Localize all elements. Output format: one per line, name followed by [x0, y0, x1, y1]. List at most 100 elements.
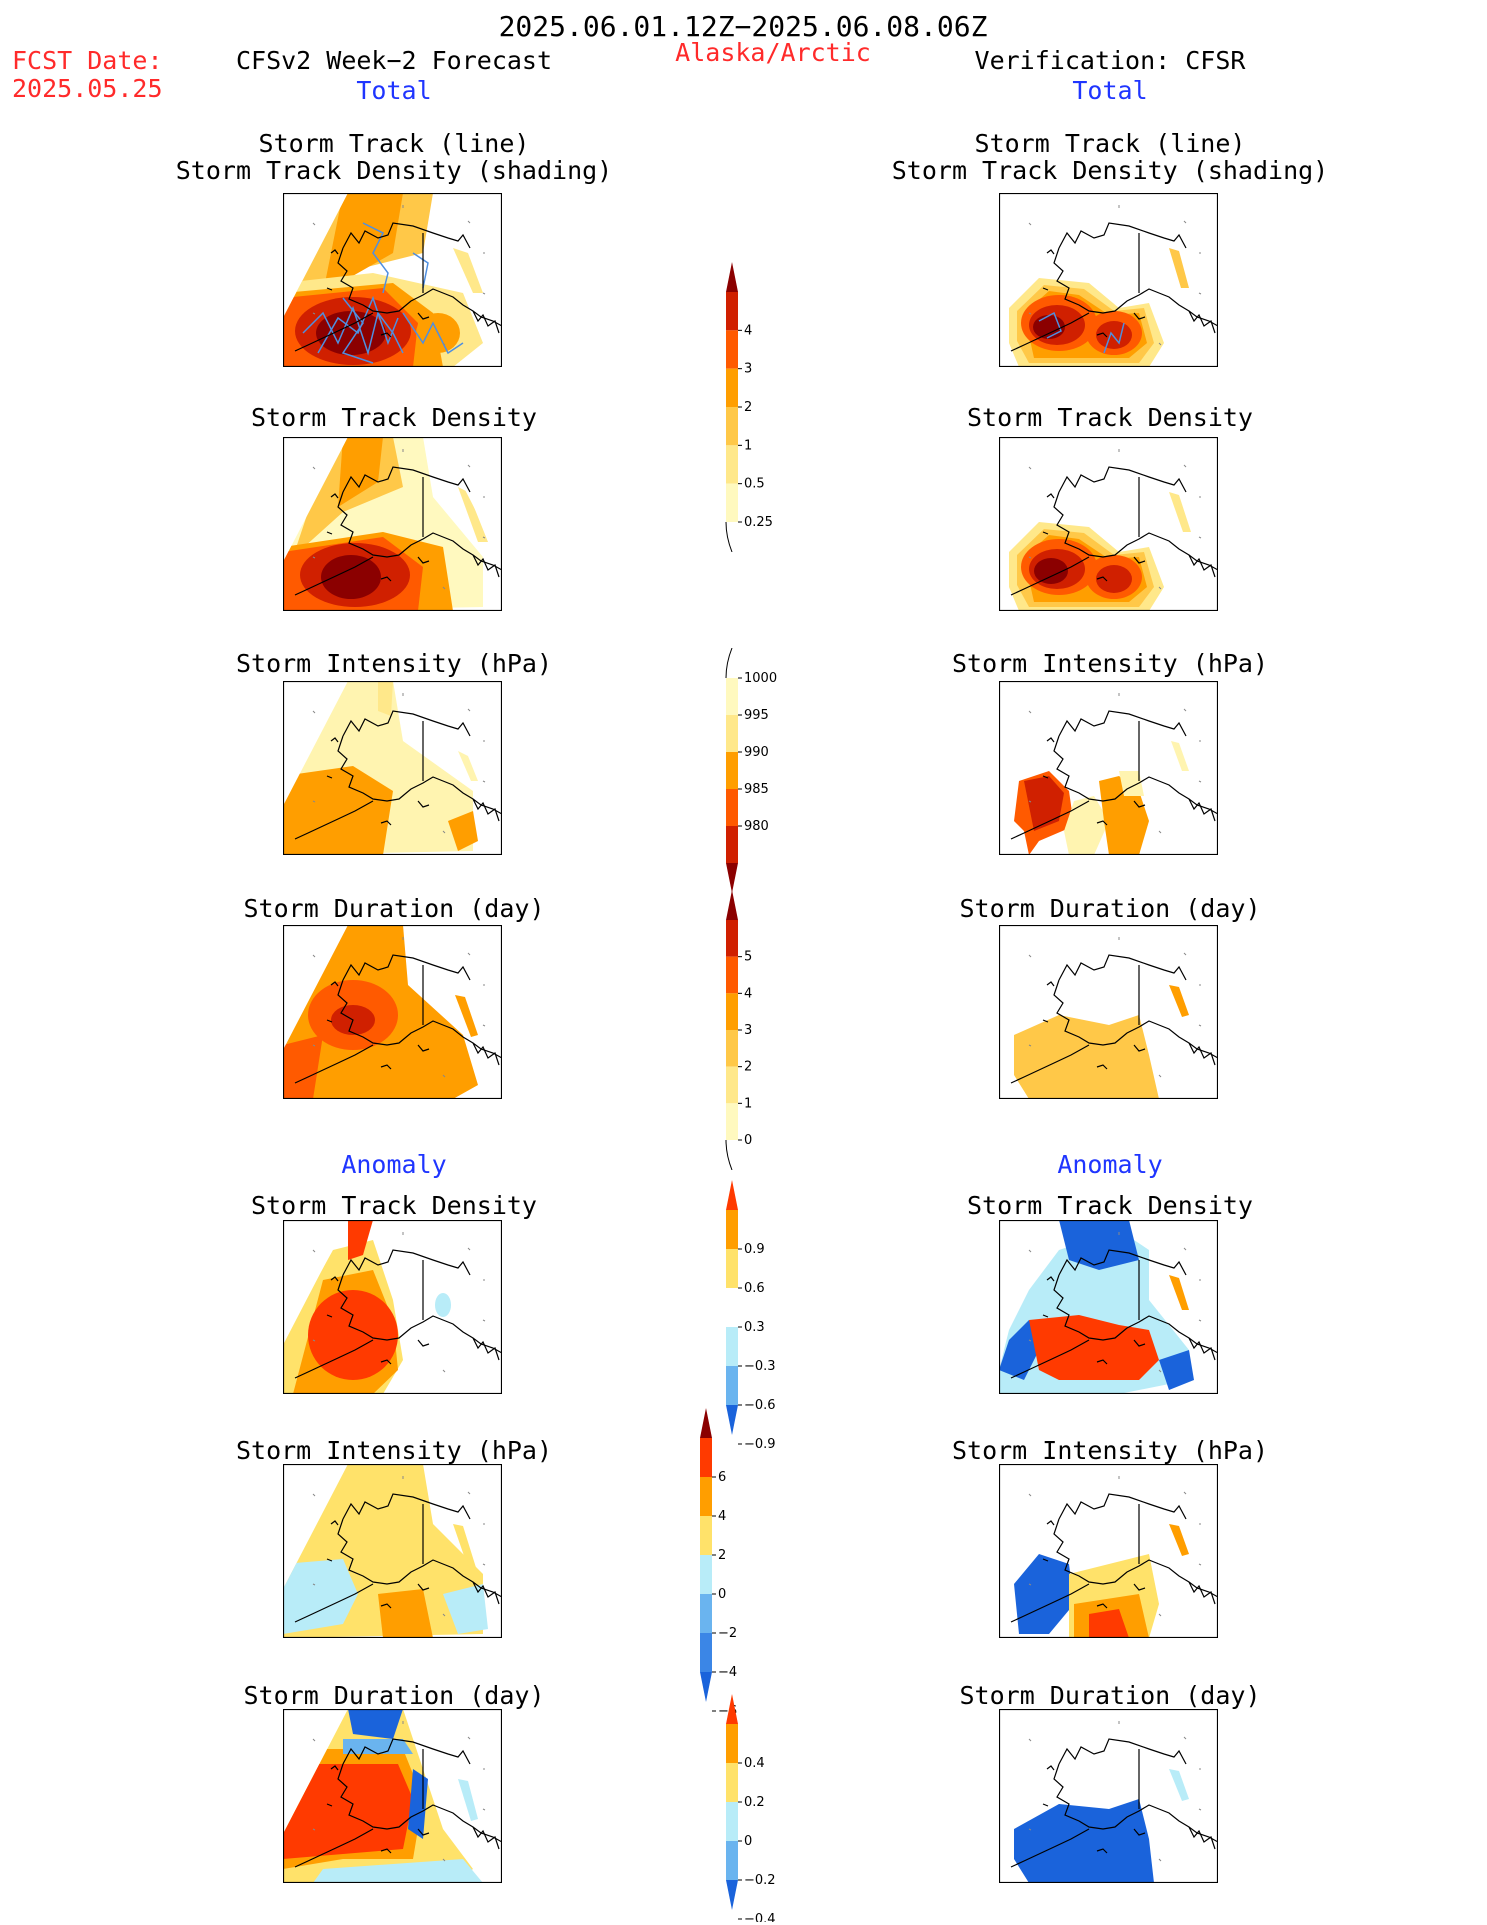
colorbar-segment: [726, 1841, 738, 1880]
colorbar-label: −0.2: [744, 1873, 776, 1888]
anomaly-label-left: Anomaly: [341, 1150, 447, 1179]
map-cfsr-density-anomaly: [999, 1220, 1218, 1394]
map-forecast-duration: [283, 925, 502, 1099]
panel-title-left-6: Storm Intensity (hPa): [235, 1436, 553, 1465]
colorbar-segment: [726, 826, 738, 863]
colorbar-segment: [726, 1366, 738, 1405]
colorbar-label: 0.5: [744, 477, 765, 492]
colorbar-arrow-bottom: [726, 863, 738, 893]
map-cfsr-track-density: [999, 193, 1218, 367]
map-cfsr-duration-anomaly: [999, 1709, 1218, 1883]
region-title: Alaska/Arctic: [675, 38, 871, 67]
map-forecast-intensity-anomaly: [283, 1464, 502, 1638]
colorbar-segment: [726, 407, 738, 446]
colorbar-segment: [726, 956, 738, 994]
colorbar-label: 5: [744, 950, 752, 965]
panel-title-right-5: Storm Track Density: [967, 1191, 1253, 1220]
colorbar-arrow-top: [726, 262, 738, 292]
panel-title-right-7: Storm Duration (day): [959, 1681, 1261, 1710]
period-title: 2025.06.01.12Z−2025.06.08.06Z: [498, 10, 988, 43]
colorbar-edge: [725, 648, 733, 679]
panel-title-left-7: Storm Duration (day): [243, 1681, 545, 1710]
colorbar-label: 1: [744, 438, 752, 453]
colorbar-arrow-bottom: [700, 1672, 712, 1702]
map-cfsr-duration: [999, 925, 1218, 1099]
colorbar-label: 0: [744, 1133, 752, 1148]
colorbar-label: 0: [718, 1587, 726, 1602]
colorbar-label: −0.4: [744, 1912, 776, 1922]
colorbar-label: 2: [744, 400, 752, 415]
colorbar-arrow-top: [726, 890, 738, 920]
panel-title-right-1: Storm Track (line) Storm Track Density (…: [892, 130, 1329, 184]
colorbar-arrow-bottom: [726, 1880, 738, 1910]
fcst-date-label: FCST Date:: [12, 46, 163, 75]
colorbar-segment: [726, 1066, 738, 1104]
verification-title: Verification: CFSR: [974, 46, 1246, 75]
colorbar-segment: [726, 1103, 738, 1140]
colorbar-segment: [726, 1763, 738, 1802]
colorbar-segment: [726, 483, 738, 522]
colorbar-segment: [700, 1477, 712, 1516]
colorbar-label: −2: [718, 1626, 737, 1641]
colorbar-edge: [725, 1139, 733, 1170]
anomaly-label-right: Anomaly: [1057, 1150, 1163, 1179]
colorbar-segment: [726, 1030, 738, 1067]
right-section-total: Total: [1072, 76, 1148, 105]
colorbar-density-total: 4 3 2 1 0.5 0.25: [725, 262, 773, 552]
panel-title-right-4: Storm Duration (day): [959, 894, 1261, 923]
colorbar-segment: [726, 752, 738, 789]
colorbar-segment: [726, 292, 738, 331]
panel-title-right-6: Storm Intensity (hPa): [951, 1436, 1269, 1465]
colorbar-duration-anomaly: 0.4 0.2 0 −0.2 −0.4: [726, 1694, 776, 1922]
title-line: Storm Track Density (shading): [891, 156, 1329, 185]
panel-title-left-5: Storm Track Density: [251, 1191, 537, 1220]
fcst-date-value: 2025.05.25: [12, 74, 163, 103]
colorbar-segment: [700, 1438, 712, 1477]
colorbar-label: 4: [744, 986, 752, 1001]
colorbar-segment: [726, 993, 738, 1030]
colorbar-label: 980: [744, 819, 769, 834]
title-line: Storm Track (line): [258, 129, 530, 158]
map-cfsr-intensity-anomaly: [999, 1464, 1218, 1638]
colorbar-label: −6: [718, 1704, 737, 1713]
colorbar-label: 0: [744, 1834, 752, 1849]
colorbar-segment: [726, 445, 738, 484]
panel-title-right-2: Storm Track Density: [967, 403, 1253, 432]
panel-title-left-4: Storm Duration (day): [243, 894, 545, 923]
colorbar-label: 1000: [744, 671, 777, 686]
colorbar-label: −0.9: [744, 1437, 776, 1452]
colorbar-label: 2: [744, 1060, 752, 1075]
panel-title-left-1: Storm Track (line) Storm Track Density (…: [176, 130, 613, 184]
colorbar-label: 0.25: [744, 515, 773, 530]
colorbar-label: 1: [744, 1096, 752, 1111]
colorbar-label: 0.9: [744, 1242, 765, 1257]
colorbar-label: 0.4: [744, 1756, 765, 1771]
title-line: Storm Track (line): [974, 129, 1246, 158]
colorbar-segment: [726, 1288, 738, 1327]
map-forecast-intensity: [283, 681, 502, 855]
colorbar-label: 2: [718, 1548, 726, 1563]
colorbar-duration-total: 5 4 3 2 1 0: [725, 890, 752, 1170]
colorbar-label: 990: [744, 745, 769, 760]
colorbar-label: 0.6: [744, 1281, 765, 1296]
map-cfsr-intensity: [999, 681, 1218, 855]
colorbar-label: 3: [744, 362, 752, 377]
colorbar-label: −0.3: [744, 1359, 776, 1374]
colorbar-label: 3: [744, 1023, 752, 1038]
colorbar-segment: [700, 1633, 712, 1672]
colorbar-arrow-top: [726, 1694, 738, 1724]
colorbar-segment: [726, 789, 738, 826]
colorbar-label: 4: [744, 323, 752, 338]
colorbar-segment: [726, 1724, 738, 1763]
map-forecast-track-density: [283, 193, 502, 367]
panel-title-right-3: Storm Intensity (hPa): [951, 649, 1269, 678]
colorbar-label: 0.3: [744, 1320, 765, 1335]
forecast-title: CFSv2 Week−2 Forecast: [235, 46, 553, 75]
colorbar-segment: [726, 715, 738, 752]
colorbar-segment: [726, 1327, 738, 1366]
colorbar-label: 985: [744, 782, 769, 797]
panel-title-left-2: Storm Track Density: [251, 403, 537, 432]
title-line: Storm Track Density (shading): [175, 156, 613, 185]
colorbar-segment: [700, 1594, 712, 1633]
left-section-total: Total: [356, 76, 432, 105]
